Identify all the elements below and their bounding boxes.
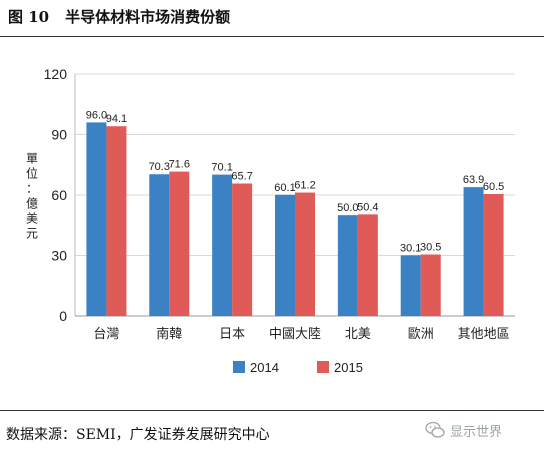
figure-caption: 半导体材料市场消费份额	[65, 8, 231, 26]
data-label: 94.1	[106, 113, 127, 125]
bar-2015	[106, 126, 127, 317]
x-tick-label: 歐洲	[408, 327, 434, 342]
legend-swatch-2015	[317, 361, 329, 373]
data-label: 65.7	[231, 171, 252, 183]
y-axis-label-char: 單	[26, 152, 38, 166]
x-tick-label: 台灣	[93, 327, 119, 342]
bar-2014	[337, 215, 358, 316]
y-tick-label: 60	[51, 187, 67, 203]
data-label: 60.5	[483, 181, 504, 193]
y-axis-label-char: 位	[26, 166, 38, 181]
bar-2014	[212, 174, 233, 316]
bottom-rule	[0, 410, 544, 411]
data-label: 70.1	[211, 162, 232, 174]
x-tick-label: 其他地區	[458, 327, 510, 342]
bar-2015	[420, 254, 441, 316]
data-label: 63.9	[463, 174, 484, 186]
bar-2014	[149, 174, 170, 316]
bar-2015	[357, 214, 378, 316]
x-tick-label: 日本	[219, 327, 245, 342]
y-axis-label-char: ：	[26, 182, 38, 196]
bar-2015	[483, 193, 504, 316]
bar-2014	[86, 122, 107, 317]
x-tick-label: 北美	[345, 327, 371, 342]
data-label: 30.1	[400, 242, 421, 254]
bar-2015	[295, 192, 315, 316]
data-label: 60.1	[274, 182, 295, 194]
legend-label: 2015	[334, 360, 363, 375]
watermark: 显示世界	[425, 418, 502, 442]
data-label: 96.0	[86, 109, 107, 121]
legend-label: 2014	[250, 360, 279, 375]
bar-2014	[400, 255, 421, 316]
wechat-icon	[425, 421, 445, 438]
top-rule	[0, 36, 544, 37]
y-axis-label-char: 美	[26, 212, 38, 226]
x-tick-label: 中國大陸	[269, 326, 321, 342]
watermark-text: 显示世界	[450, 424, 503, 440]
legend-swatch-2014	[233, 361, 245, 373]
bar-2015	[232, 183, 253, 316]
bar-chart: 0 30 60 90 120 單位：億美元 96.094.1 台灣 70.371.6 南韓 70.1…	[26, 66, 515, 375]
y-tick-label: 120	[44, 66, 68, 82]
figure-title: 图 10 半导体材料市场消费份额	[8, 6, 230, 27]
x-tick-label: 南韓	[156, 326, 182, 342]
data-label: 50.0	[337, 202, 358, 214]
source-note: 数据来源：SEMI，广发证券发展研究中心	[6, 427, 270, 443]
bar-2014	[463, 187, 484, 316]
figure-number: 图 10	[8, 8, 50, 26]
y-tick-label: 90	[51, 127, 67, 143]
data-label: 71.6	[169, 159, 190, 171]
y-tick-label: 0	[59, 308, 67, 324]
y-axis-label-char: 元	[26, 227, 38, 241]
data-label: 70.3	[149, 161, 170, 173]
data-label: 30.5	[420, 241, 441, 253]
data-label: 50.4	[357, 201, 378, 213]
chart-panel: 0 30 60 90 120 單位：億美元 96.0 94.1 台灣 70.3 71.6 南韓 70.1…	[15, 44, 525, 396]
y-axis-label-char: 億	[26, 197, 38, 211]
bar-2015	[169, 171, 190, 316]
bar-2014	[275, 194, 295, 316]
y-tick-label: 30	[51, 248, 67, 264]
data-label: 61.2	[294, 180, 315, 192]
